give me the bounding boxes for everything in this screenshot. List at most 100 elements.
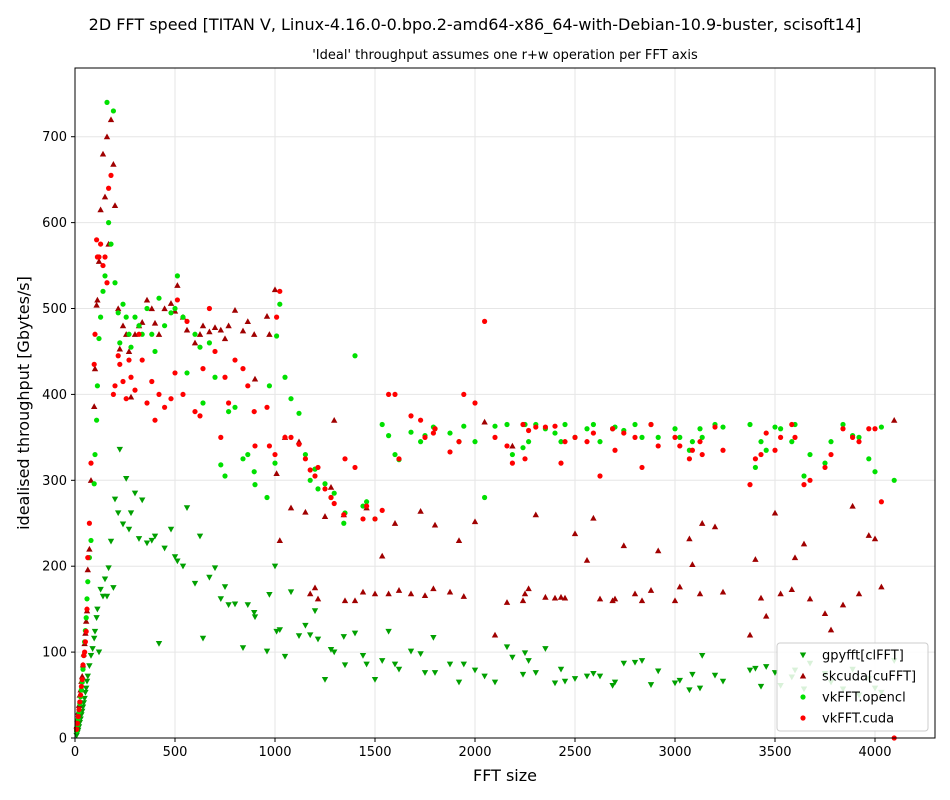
data-point: [407, 590, 415, 597]
data-point: [111, 496, 119, 503]
x-tick-label: 1500: [358, 745, 391, 760]
data-point: [245, 451, 251, 458]
data-point: [392, 451, 398, 458]
data-point: [533, 424, 539, 430]
data-point: [849, 502, 856, 509]
data-point: [168, 310, 174, 316]
data-point: [78, 683, 84, 690]
data-point: [340, 634, 347, 640]
data-point: [789, 439, 795, 445]
data-point: [447, 430, 453, 436]
data-point: [699, 434, 705, 440]
data-point: [123, 396, 129, 402]
data-point: [98, 314, 104, 320]
data-point: [135, 536, 143, 542]
data-point: [89, 646, 96, 652]
data-point: [222, 374, 228, 380]
data-point: [532, 511, 539, 518]
data-point: [850, 434, 856, 440]
data-point: [288, 396, 294, 402]
legend-marker: [799, 672, 807, 679]
data-point: [696, 590, 704, 597]
data-point: [315, 464, 321, 471]
data-point: [792, 434, 798, 440]
data-point: [211, 324, 219, 330]
data-point: [128, 344, 134, 350]
data-point: [331, 490, 337, 496]
data-point: [391, 520, 399, 526]
data-point: [75, 713, 81, 720]
data-point: [99, 593, 107, 600]
data-point: [542, 646, 549, 652]
data-point: [77, 699, 83, 705]
data-point: [638, 658, 646, 664]
data-point: [471, 667, 479, 674]
data-point: [503, 644, 511, 651]
data-point: [719, 588, 727, 595]
data-point: [789, 421, 795, 428]
data-point: [307, 477, 313, 483]
data-point: [571, 676, 579, 682]
data-point: [116, 345, 123, 352]
data-point: [552, 430, 558, 436]
data-point: [522, 456, 528, 462]
data-point: [590, 514, 597, 521]
data-point: [161, 305, 168, 312]
data-point: [110, 108, 116, 114]
data-point: [108, 241, 114, 247]
data-point: [315, 486, 321, 492]
data-point: [95, 649, 103, 656]
data-point: [183, 326, 191, 333]
data-point: [590, 421, 597, 428]
data-point: [94, 237, 100, 243]
data-point: [491, 631, 499, 638]
data-point: [80, 662, 86, 668]
data-point: [103, 593, 111, 600]
data-point: [80, 666, 86, 672]
data-point: [801, 482, 807, 488]
data-point: [156, 295, 162, 301]
data-point: [352, 464, 358, 471]
data-point: [311, 584, 319, 591]
data-point: [583, 556, 591, 563]
data-point: [206, 574, 213, 581]
data-point: [697, 426, 703, 432]
data-point: [590, 430, 597, 436]
data-point: [840, 421, 846, 428]
data-point: [151, 319, 159, 326]
data-point: [392, 391, 398, 398]
data-point: [526, 427, 532, 434]
data-point: [79, 672, 86, 679]
data-point: [752, 464, 759, 471]
data-point: [311, 608, 319, 615]
data-point: [621, 430, 627, 436]
data-point: [110, 161, 117, 167]
data-point: [199, 322, 207, 329]
data-point: [91, 365, 99, 372]
data-point: [689, 671, 696, 678]
legend-label: vkFFT.opencl: [822, 691, 906, 706]
data-point: [891, 416, 898, 423]
y-tick-label: 200: [42, 560, 67, 575]
data-point: [94, 296, 101, 303]
data-point: [856, 439, 862, 445]
data-point: [647, 587, 655, 593]
data-point: [351, 630, 359, 637]
data-point: [481, 418, 488, 425]
data-point: [430, 585, 437, 592]
data-point: [509, 460, 515, 466]
data-point: [111, 202, 119, 208]
series-3: [74, 172, 897, 741]
data-point: [866, 426, 872, 432]
data-point: [148, 305, 155, 312]
data-point: [520, 421, 526, 428]
data-point: [655, 547, 662, 554]
data-point: [676, 677, 683, 684]
data-point: [686, 456, 693, 462]
data-point: [85, 555, 91, 561]
data-point: [620, 660, 627, 667]
data-point: [481, 673, 488, 680]
data-point: [76, 707, 82, 713]
data-point: [218, 462, 224, 468]
